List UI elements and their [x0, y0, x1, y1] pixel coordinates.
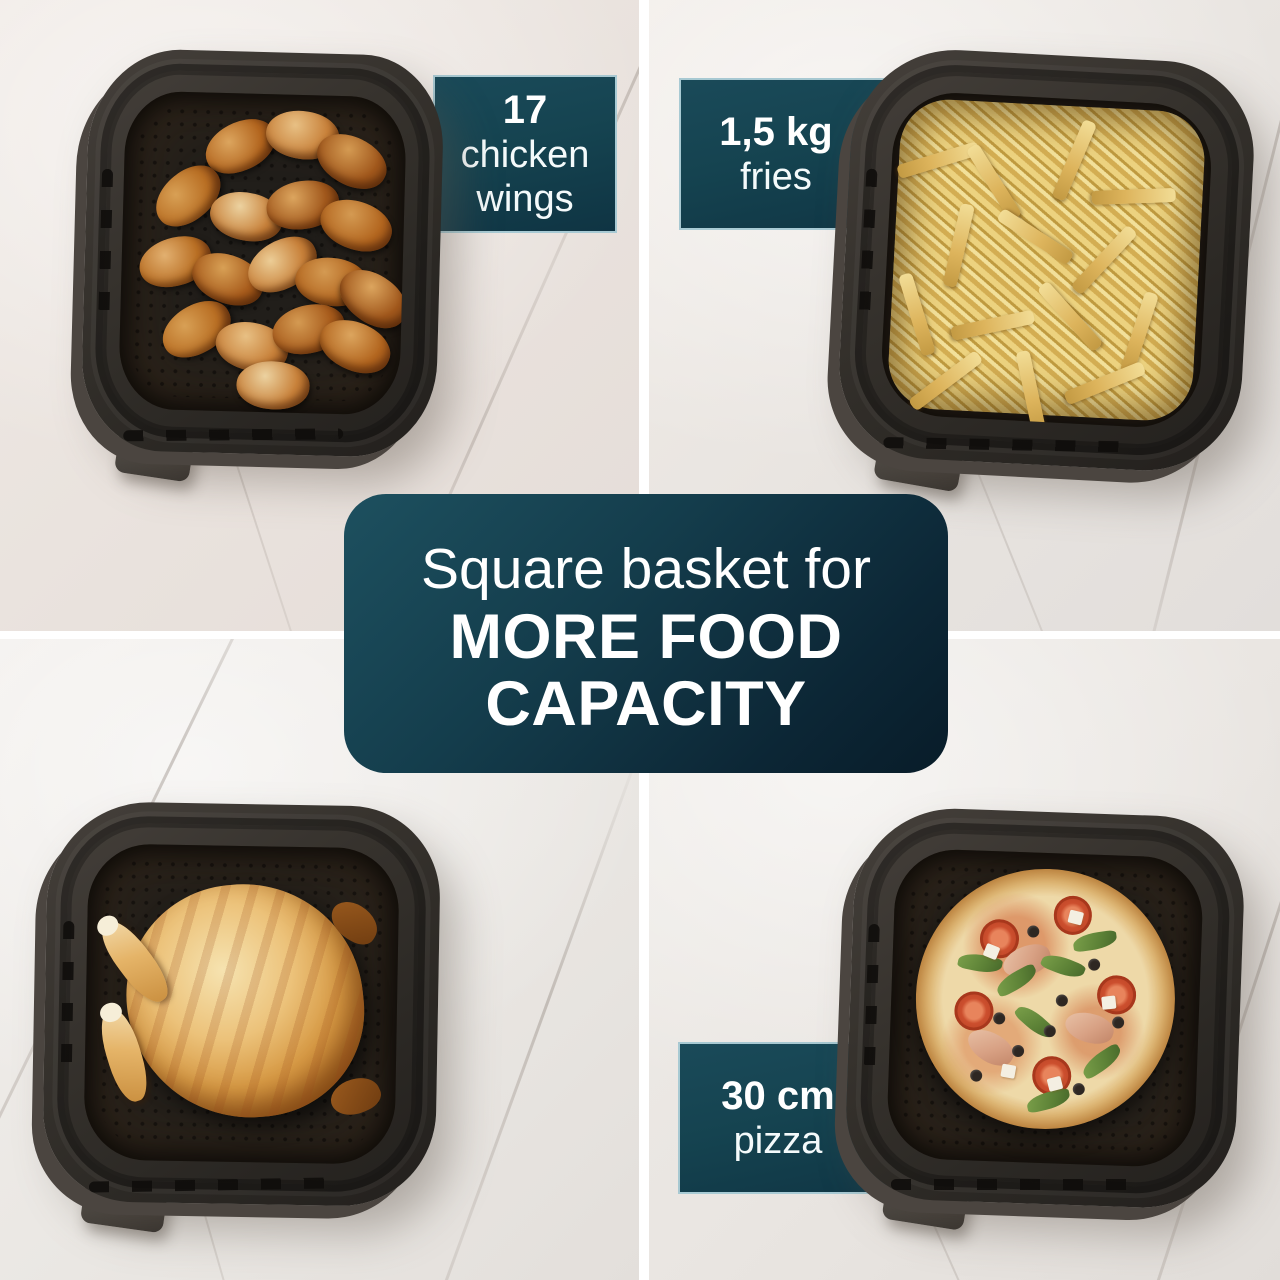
label-text: fries [740, 156, 812, 198]
french-fries [879, 90, 1214, 431]
basket-basin [885, 847, 1205, 1169]
headline-banner: Square basket for MORE FOOD CAPACITY [344, 494, 948, 773]
basket-body [834, 44, 1259, 476]
photo-fries: 1,5 kg fries [649, 0, 1280, 631]
headline-line1: Square basket for [421, 537, 871, 601]
air-fryer-basket-pizza [843, 805, 1247, 1232]
basket-basin [118, 90, 407, 416]
olive [1043, 1024, 1057, 1038]
label-text: chicken [460, 134, 590, 176]
label-chicken-wings: 17 chicken wings [433, 75, 617, 233]
olive [1073, 1082, 1086, 1096]
chicken-wings [118, 91, 407, 416]
air-fryer-basket-wings [79, 47, 446, 483]
feta-cube [1000, 1063, 1017, 1080]
basket-body [843, 805, 1247, 1211]
arugula-leaf [1013, 1001, 1058, 1044]
label-value: 1,5 kg [719, 110, 833, 154]
label-value: 17 [502, 88, 548, 132]
olive [992, 1012, 1005, 1025]
olive [1111, 1016, 1124, 1030]
arugula-leaf [1024, 1087, 1072, 1115]
air-fryer-basket-chicken [41, 800, 442, 1234]
photo-chicken-wings: 17 chicken wings [0, 0, 639, 631]
arugula-leaf [1039, 950, 1087, 983]
pizza [886, 848, 1205, 1168]
label-text: wings [476, 178, 574, 220]
air-fryer-basket-fries [834, 44, 1259, 493]
basket-vent-slots [122, 428, 343, 442]
basket-basin [879, 89, 1214, 431]
olive [1012, 1044, 1025, 1057]
roast-chicken [84, 843, 400, 1164]
headline-line3: CAPACITY [485, 669, 807, 739]
label-text: pizza [733, 1120, 823, 1162]
basket-body [41, 800, 442, 1208]
arugula-leaf [1078, 1042, 1125, 1081]
basket-body [79, 47, 446, 459]
olive [1055, 993, 1068, 1007]
label-value: 30 cm [721, 1074, 835, 1118]
tomato-slice [953, 990, 994, 1031]
basket-basin [83, 843, 400, 1165]
headline-line2: MORE FOOD [449, 602, 843, 672]
olive [969, 1068, 983, 1082]
basket-vent-slots [890, 1179, 1133, 1191]
olive [1026, 925, 1040, 938]
feta-cube [1101, 995, 1117, 1010]
olive [1087, 958, 1101, 971]
